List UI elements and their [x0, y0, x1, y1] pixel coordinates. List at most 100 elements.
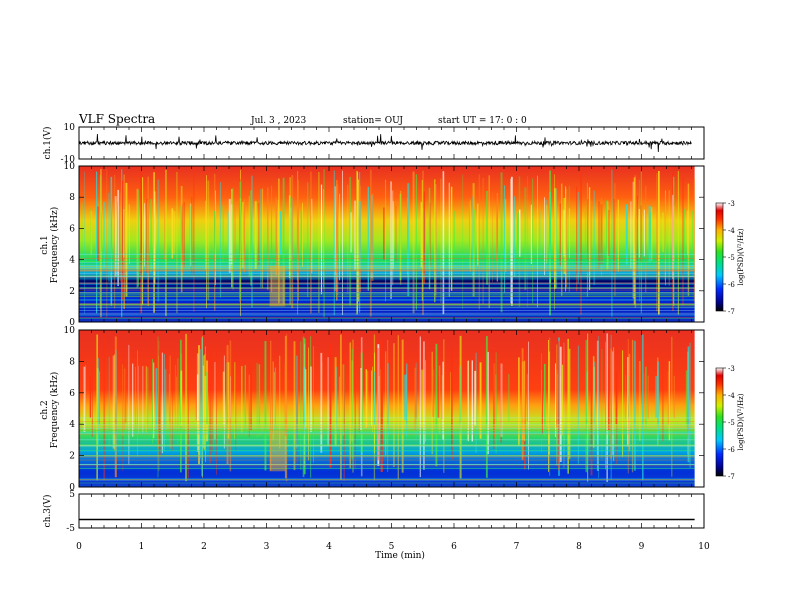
y-tick-label: -5 — [66, 524, 75, 534]
sferic-streak — [164, 207, 166, 260]
sferic-streak — [334, 186, 337, 292]
sferic-streak — [289, 196, 292, 276]
sferic-streak — [300, 210, 303, 255]
sferic-streak — [556, 188, 558, 289]
sferic-streak — [435, 184, 437, 295]
sferic-streak — [290, 207, 292, 260]
sferic-streak — [500, 172, 503, 313]
sferic-streak — [114, 354, 116, 451]
sferic-streak — [222, 371, 225, 425]
sferic-streak — [554, 174, 555, 310]
sferic-streak — [423, 191, 425, 284]
sferic-streak — [216, 338, 217, 475]
sferic-streak — [488, 175, 490, 309]
sferic-streak — [96, 171, 98, 314]
sferic-streak — [468, 360, 469, 442]
y-tick-label: 2 — [69, 452, 75, 462]
sferic-streak — [576, 186, 578, 292]
sferic-streak — [195, 374, 198, 421]
sferic-streak — [563, 197, 566, 275]
sferic-streak — [521, 361, 524, 440]
sferic-streak — [585, 339, 587, 473]
y-tick-label: -10 — [61, 155, 76, 165]
sferic-streak — [513, 196, 516, 277]
sferic-streak — [627, 357, 629, 447]
sferic-streak — [189, 205, 192, 263]
sferic-streak — [336, 180, 338, 301]
sferic-streak — [108, 192, 110, 282]
sferic-streak — [495, 352, 497, 454]
sferic-streak — [689, 342, 691, 468]
sferic-streak — [333, 170, 335, 316]
sferic-streak — [474, 209, 476, 258]
sferic-streak — [176, 171, 178, 314]
sferic-streak — [125, 182, 128, 297]
sferic-streak — [645, 185, 647, 293]
sferic-streak — [374, 371, 376, 425]
sferic-streak — [310, 171, 312, 314]
sferic-streak — [625, 204, 628, 265]
sferic-streak — [474, 370, 476, 426]
sferic-streak — [214, 210, 216, 255]
sferic-streak — [493, 355, 495, 449]
sferic-streak — [371, 193, 374, 281]
sferic-streak — [91, 363, 93, 437]
sferic-streak — [668, 190, 670, 286]
ch1-waveform-panel: 10 -10 — [61, 123, 705, 165]
sferic-streak — [579, 210, 580, 256]
sferic-streak — [334, 357, 337, 447]
sferic-streak — [617, 199, 619, 272]
sferic-streak — [467, 360, 469, 441]
sferic-streak — [677, 171, 679, 315]
sferic-streak — [114, 196, 117, 277]
sferic-streak — [385, 351, 387, 455]
sferic-streak — [482, 177, 484, 305]
sferic-streak — [329, 342, 332, 468]
sferic-streak — [209, 345, 211, 464]
sferic-streak — [338, 376, 340, 417]
y-tick-label: 4 — [69, 256, 75, 266]
sferic-streak — [662, 360, 664, 441]
sferic-streak — [607, 201, 609, 269]
sferic-streak — [377, 348, 379, 460]
sferic-streak — [191, 197, 193, 276]
sferic-streak — [181, 196, 184, 276]
sferic-streak — [153, 362, 155, 439]
sferic-streak — [433, 369, 435, 428]
sferic-streak — [158, 350, 161, 457]
sferic-streak — [431, 351, 433, 455]
colorbar-tick-label: -3 — [728, 365, 735, 373]
sferic-streak — [115, 350, 117, 457]
time-tick-label: 6 — [451, 542, 457, 552]
sferic-streak — [539, 210, 541, 256]
ch3-waveform-frame — [78, 493, 705, 529]
sferic-streak — [559, 346, 562, 462]
sferic-streak — [460, 374, 462, 421]
sferic-streak — [596, 340, 599, 471]
sferic-streak — [125, 372, 127, 423]
sferic-streak — [304, 369, 307, 429]
sferic-streak — [308, 347, 309, 461]
sferic-streak — [606, 333, 608, 482]
sferic-streak — [438, 365, 441, 434]
sferic-streak — [555, 363, 556, 437]
time-tick-label: 4 — [326, 542, 332, 552]
sferic-streak — [206, 371, 208, 425]
sferic-streak — [202, 365, 205, 434]
sferic-streak — [183, 202, 185, 268]
sferic-streak — [235, 354, 237, 451]
sferic-streak — [229, 340, 232, 472]
colorbar-tick-label: -4 — [728, 227, 735, 235]
sferic-streak — [580, 170, 582, 315]
sferic-streak — [435, 343, 438, 467]
sferic-streak — [441, 375, 443, 420]
sferic-streak — [593, 190, 596, 285]
sferic-streak — [227, 211, 229, 254]
sferic-streak — [110, 190, 112, 286]
sferic-streak — [349, 342, 352, 469]
sferic-streak — [289, 177, 291, 305]
sferic-streak — [157, 179, 160, 302]
sferic-streak — [548, 351, 550, 455]
sferic-streak — [271, 186, 273, 292]
